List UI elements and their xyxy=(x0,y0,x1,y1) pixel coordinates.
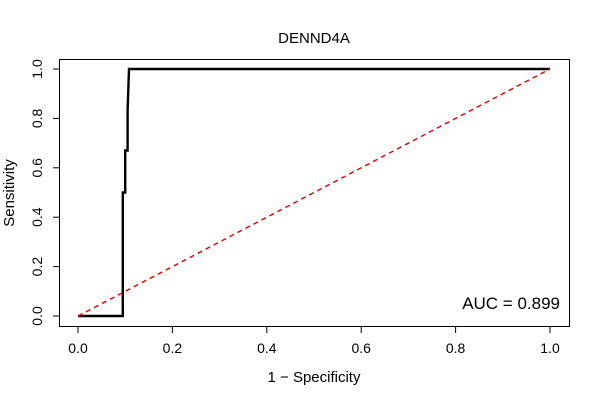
diagonal-reference-line xyxy=(77,68,551,317)
y-tick-label: 0.4 xyxy=(29,207,45,227)
plot-area xyxy=(77,67,551,318)
x-tick-label: 0.4 xyxy=(257,340,277,356)
x-tick-label: 0.2 xyxy=(163,340,183,356)
x-tick-label: 0.0 xyxy=(68,340,88,356)
x-tick-label: 0.6 xyxy=(351,340,371,356)
x-tick-label: 1.0 xyxy=(540,340,560,356)
chart-title: DENND4A xyxy=(278,30,350,47)
y-tick-label: 0.6 xyxy=(29,158,45,178)
y-axis: 0.0 0.2 0.4 0.6 0.8 1.0 xyxy=(29,59,60,326)
roc-curve xyxy=(78,67,550,318)
y-tick-label: 0.0 xyxy=(29,306,45,326)
y-tick-label: 0.8 xyxy=(29,108,45,128)
x-axis: 0.0 0.2 0.4 0.6 0.8 1.0 xyxy=(68,326,560,356)
y-tick-label: 1.0 xyxy=(29,59,45,79)
auc-annotation: AUC = 0.899 xyxy=(462,294,560,313)
y-axis-label: Sensitivity xyxy=(1,159,18,227)
y-tick-label: 0.2 xyxy=(29,257,45,277)
x-tick-label: 0.8 xyxy=(446,340,466,356)
x-axis-label: 1 − Specificity xyxy=(268,369,361,386)
